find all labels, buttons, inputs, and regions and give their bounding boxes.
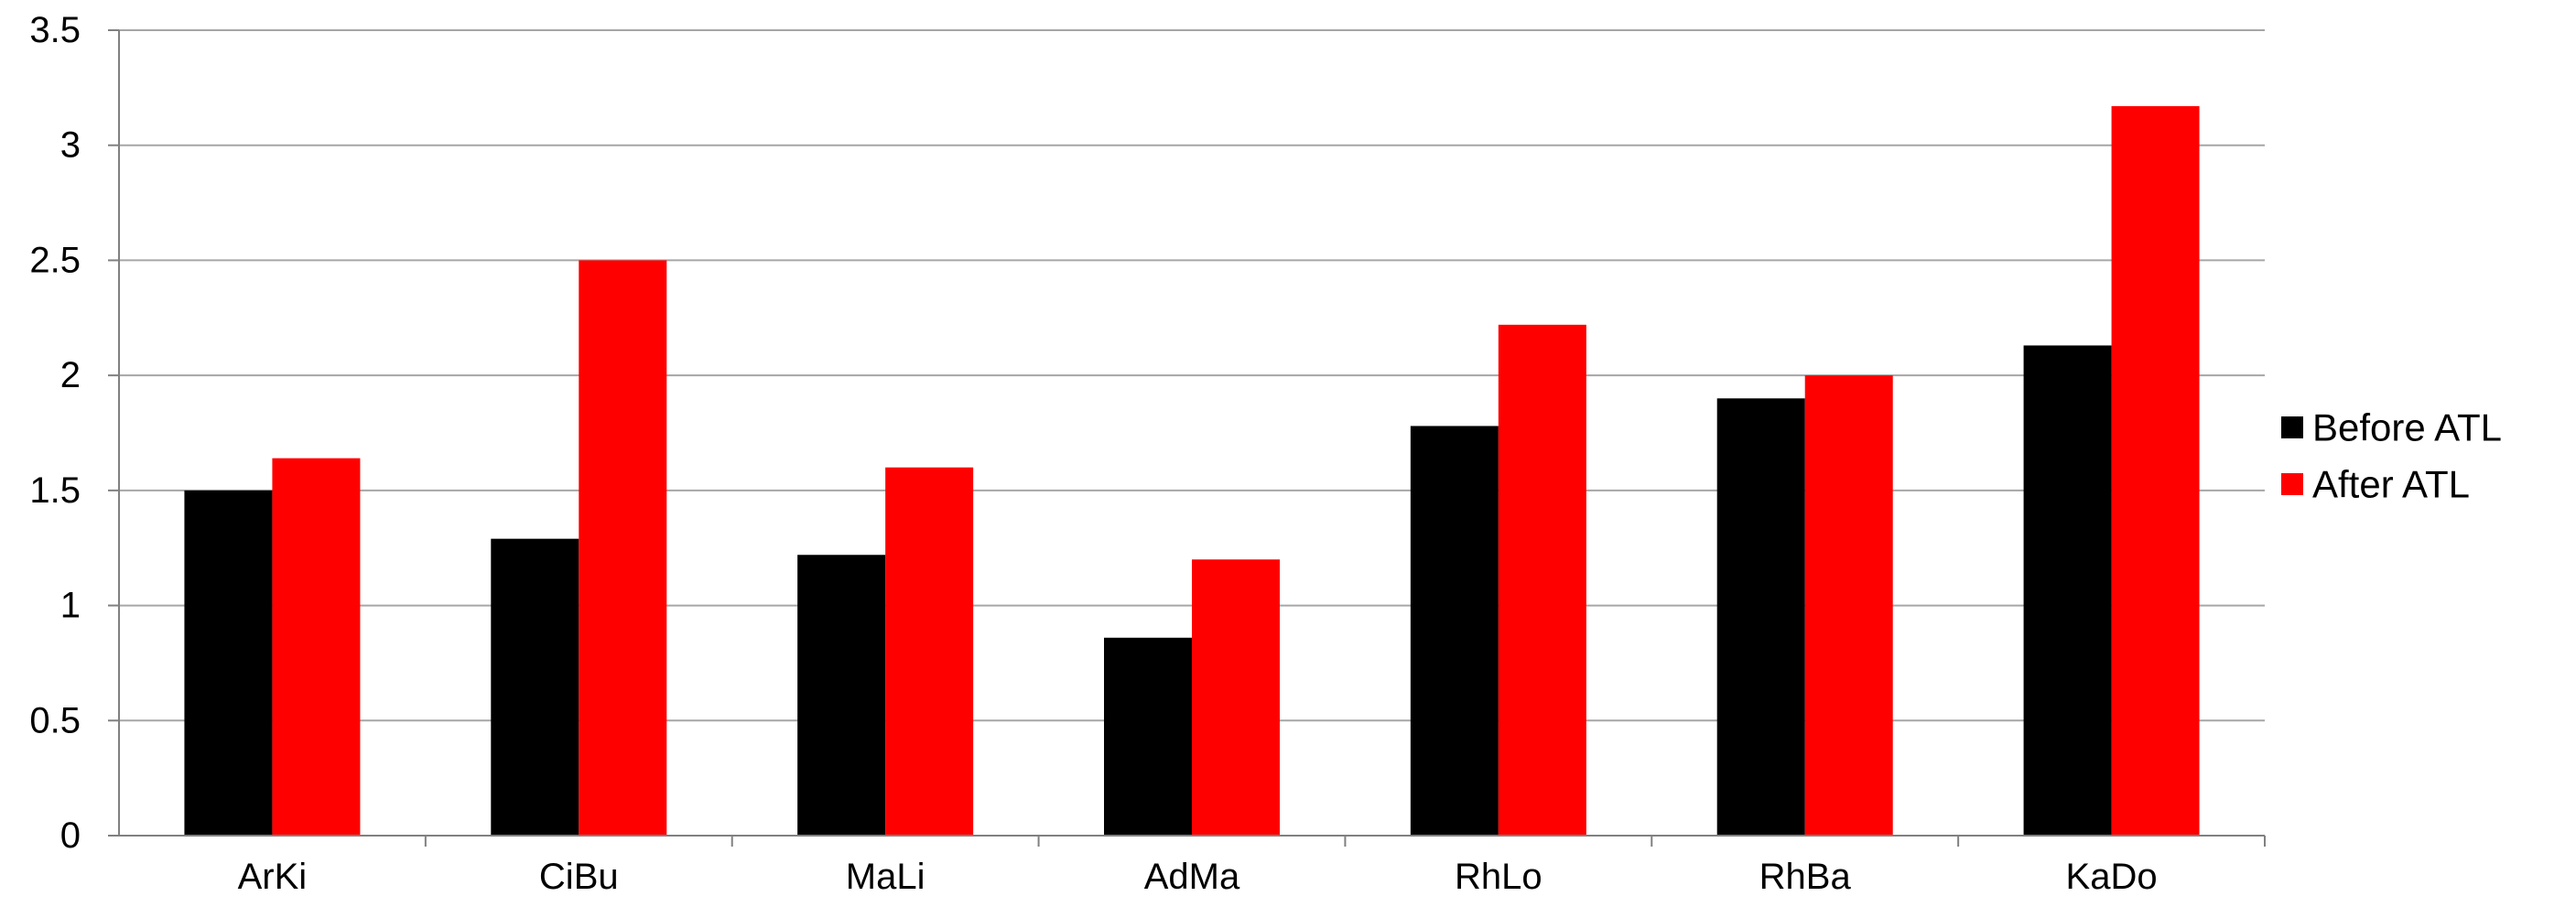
x-tick-label: RhBa xyxy=(1759,857,1852,897)
y-tick-label: 1 xyxy=(60,586,81,626)
bar-rhba-after xyxy=(1804,375,1893,836)
y-tick-label: 3 xyxy=(60,125,81,166)
bar-rhba-before xyxy=(1716,398,1805,836)
bar-arki-before xyxy=(184,490,273,836)
y-tick-label: 0.5 xyxy=(29,700,81,740)
x-tick-label: KaDo xyxy=(2066,857,2158,897)
x-tick-label: MaLi xyxy=(846,857,925,897)
bar-arki-after xyxy=(272,458,361,836)
gridlines xyxy=(119,29,2265,722)
x-tick-label: CiBu xyxy=(539,857,619,897)
x-tick-label: ArKi xyxy=(238,857,308,897)
legend-label: After ATL xyxy=(2312,463,2470,506)
legend: Before ATL After ATL xyxy=(2281,406,2502,506)
y-tick-label: 3.5 xyxy=(29,10,81,50)
y-tick-label: 1.5 xyxy=(29,470,81,511)
bar-cibu-after xyxy=(579,260,667,836)
bars xyxy=(184,105,2200,836)
x-tick-label: AdMa xyxy=(1144,857,1240,897)
legend-label: Before ATL xyxy=(2312,406,2502,449)
x-tick-labels: ArKi CiBu MaLi AdMa RhLo RhBa KaDo xyxy=(238,857,2158,897)
bar-rhlo-before xyxy=(1410,426,1499,836)
x-tick-label: RhLo xyxy=(1455,857,1542,897)
bar-adma-before xyxy=(1104,637,1192,836)
bar-adma-after xyxy=(1192,559,1280,836)
bar-mali-before xyxy=(797,555,886,836)
axes xyxy=(108,29,2266,847)
bar-mali-after xyxy=(885,467,974,836)
bar-rhlo-after xyxy=(1498,324,1586,836)
y-tick-labels: 0 0.5 1 1.5 2 2.5 3 3.5 xyxy=(29,10,81,856)
bar-kado-before xyxy=(2023,345,2112,836)
legend-swatch xyxy=(2281,473,2303,495)
y-tick-label: 2.5 xyxy=(29,240,81,280)
bar-cibu-before xyxy=(491,538,579,836)
legend-swatch xyxy=(2281,416,2303,438)
y-tick-label: 2 xyxy=(60,355,81,395)
y-tick-label: 0 xyxy=(60,815,81,856)
bar-kado-after xyxy=(2111,105,2200,836)
